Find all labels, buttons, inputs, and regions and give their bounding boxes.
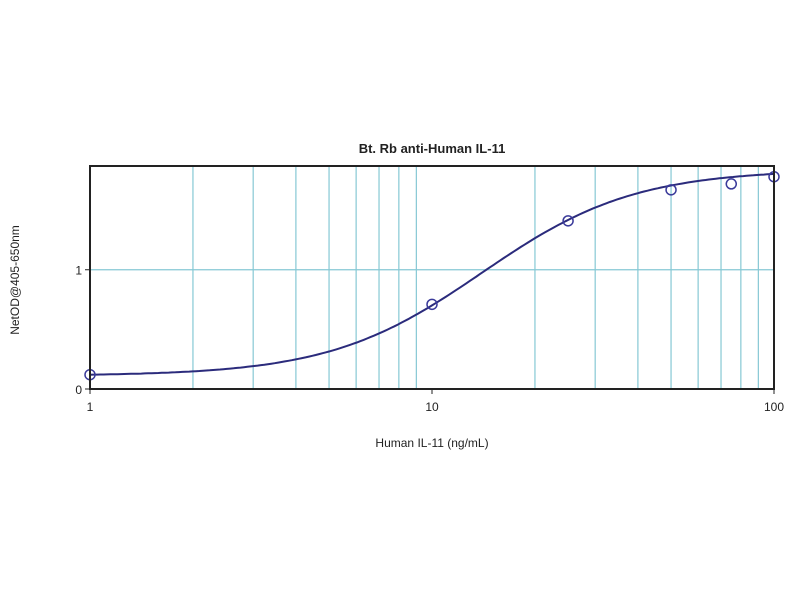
y-axis-label: NetOD@405-650nm [8, 225, 22, 335]
y-axis-ticks: 01 [75, 264, 90, 397]
chart-title: Bt. Rb anti-Human IL-11 [359, 141, 506, 156]
x-tick-label: 10 [425, 400, 439, 414]
data-point [426, 298, 438, 311]
data-points [84, 170, 780, 381]
x-axis-label: Human IL-11 (ng/mL) [375, 436, 488, 450]
y-tick-label: 1 [75, 264, 82, 278]
x-axis-ticks: 1 10 100 [87, 389, 784, 414]
grid [90, 166, 774, 389]
data-point [562, 215, 574, 227]
x-tick-label: 100 [764, 400, 784, 414]
fit-curve [89, 172, 775, 376]
y-tick-label: 0 [75, 383, 82, 397]
data-point [665, 184, 677, 196]
data-point [725, 178, 738, 190]
x-tick-label: 1 [87, 400, 94, 414]
